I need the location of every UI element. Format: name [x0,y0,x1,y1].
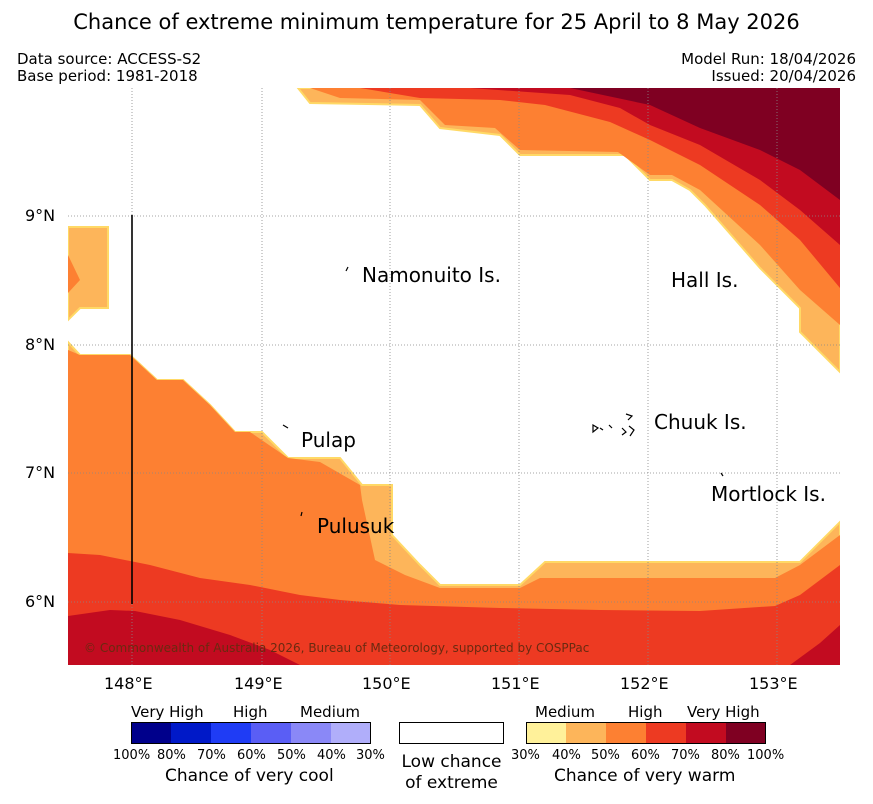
warm-swatch-0 [526,722,566,744]
pulusuk-island-shape [300,511,303,517]
warm-cat-medium: Medium [535,703,595,721]
contour-70-south-east [790,625,840,665]
warm-caption: Chance of very warm [554,766,736,786]
lat-label-7n: 7°N [25,463,56,482]
contour-60-south [68,553,840,665]
cool-pct-70: 70% [197,748,226,763]
neutral-caption-line1: Low chance [401,752,502,772]
contour-40-west [68,226,109,322]
chart-title: Chance of extreme minimum temperature fo… [73,10,800,34]
cool-swatch-1 [171,722,211,744]
lat-label-6n: 6°N [25,592,56,611]
warm-swatch-5 [726,722,766,744]
place-chuuk: Chuuk Is. [654,410,747,434]
namonuito-island-shape [345,266,349,272]
data-source: Data source: ACCESS-S2 [17,50,202,68]
place-pulap: Pulap [301,428,356,452]
warm-cat-high: High [628,703,663,721]
place-namonuito: Namonuito Is. [362,263,501,287]
place-hall: Hall Is. [671,268,739,292]
contour-70-south [68,610,300,665]
place-pulusuk: Pulusuk [317,514,395,538]
cool-colorbar-frame [131,722,371,744]
cool-caption: Chance of very cool [165,766,334,786]
cool-swatch-2 [211,722,251,744]
cool-pct-80: 80% [157,748,186,763]
contour-50-west [68,255,80,293]
cool-swatch-3 [251,722,291,744]
copyright-notice: © Commonwealth of Australia 2026, Bureau… [84,641,590,655]
neutral-swatch [399,722,504,744]
base-period: Base period: 1981-2018 [17,67,198,85]
lat-label-8n: 8°N [25,335,56,354]
warm-pct-40: 40% [552,748,581,763]
lon-label-148e: 148°E [104,674,153,693]
warm-pct-60: 60% [631,748,660,763]
cool-pct-100: 100% [113,748,151,763]
warm-swatch-1 [566,722,606,744]
cool-pct-60: 60% [237,748,266,763]
contour-layer [68,88,840,665]
warm-cat-very-high: Very High [687,703,760,721]
warm-pct-100: 100% [747,748,785,763]
cool-pct-40: 40% [317,748,346,763]
chuuk-island-shape [592,413,635,437]
warm-swatch-3 [646,722,686,744]
lon-label-149e: 149°E [234,674,283,693]
warm-swatch-2 [606,722,646,744]
contour-50-south [68,350,840,665]
issued-date: Issued: 20/04/2026 [711,67,856,85]
cool-pct-30: 30% [356,748,385,763]
lon-label-152e: 152°E [620,674,669,693]
warm-swatch-4 [686,722,726,744]
cool-swatch-5 [331,722,371,744]
cool-swatch-0 [131,722,171,744]
lon-label-151e: 151°E [491,674,540,693]
cool-cat-very-high: Very High [131,703,204,721]
lat-label-9n: 9°N [25,206,56,225]
model-run: Model Run: 18/04/2026 [681,50,856,68]
pulap-island-shape [282,424,289,429]
lon-label-150e: 150°E [362,674,411,693]
cool-pct-50: 50% [277,748,306,763]
warm-colorbar-frame [526,722,766,744]
cool-cat-high: High [233,703,268,721]
mortlock-island-shape [720,472,724,477]
cool-cat-medium: Medium [300,703,360,721]
warm-pct-70: 70% [671,748,700,763]
island-shapes [282,266,724,517]
warm-pct-80: 80% [711,748,740,763]
place-mortlock: Mortlock Is. [711,482,826,506]
lon-label-153e: 153°E [749,674,798,693]
cool-swatch-4 [291,722,331,744]
neutral-caption-line2: of extreme [405,773,498,793]
contour-80-north [570,88,840,200]
warm-pct-30: 30% [511,748,540,763]
warm-pct-50: 50% [591,748,620,763]
